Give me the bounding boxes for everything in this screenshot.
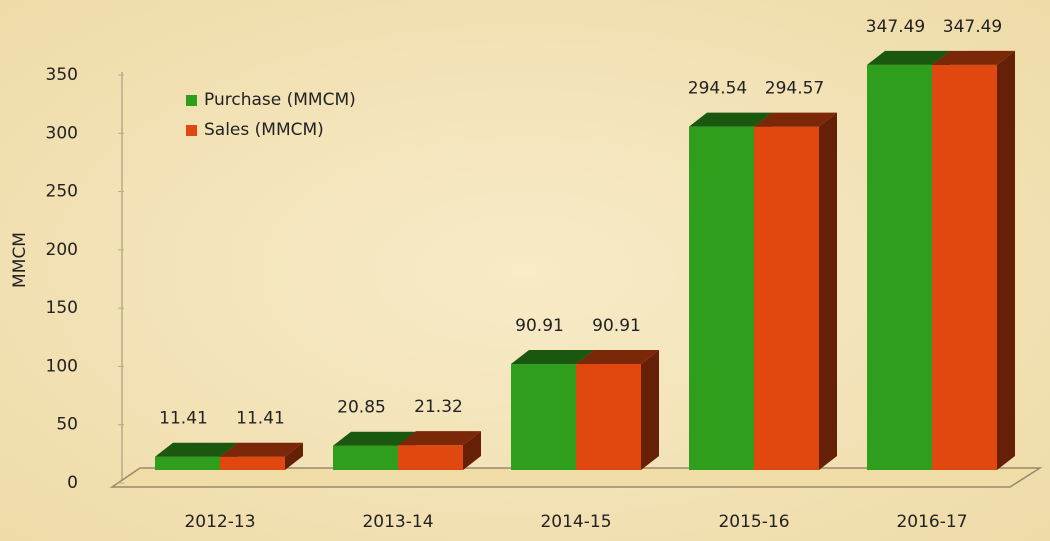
bar — [511, 364, 576, 470]
bar — [398, 445, 463, 470]
floor — [109, 467, 1043, 488]
bar-top — [511, 350, 594, 365]
y-tick-label: 250 — [46, 182, 78, 202]
value-label: 347.49 — [866, 17, 925, 37]
value-label: 21.32 — [414, 397, 463, 417]
bar-top — [689, 112, 772, 127]
value-label: 11.41 — [159, 409, 208, 429]
y-tick-label: 0 — [67, 473, 78, 493]
bar-top — [754, 112, 837, 127]
bar-side — [819, 112, 837, 470]
legend-label: Sales (MMCM) — [204, 120, 324, 140]
value-label: 11.41 — [236, 409, 285, 429]
bar — [932, 64, 997, 471]
bar — [220, 456, 285, 470]
value-label: 90.91 — [592, 316, 641, 336]
value-label: 347.49 — [943, 17, 1002, 37]
value-label: 294.54 — [688, 79, 747, 99]
y-tick-label: 50 — [56, 415, 78, 435]
bar — [576, 364, 641, 470]
bar-top — [333, 431, 416, 446]
bar-side — [285, 442, 303, 470]
bar-top — [932, 50, 1015, 65]
y-tick-label: 350 — [46, 65, 78, 85]
bar-side — [997, 50, 1015, 471]
bar-top — [220, 442, 303, 457]
bar — [333, 445, 398, 470]
x-tick-label: 2014-15 — [540, 512, 611, 532]
value-label: 90.91 — [515, 316, 564, 336]
bar-side — [463, 431, 481, 470]
y-tick-label: 150 — [46, 298, 78, 318]
y-tick-label: 200 — [46, 240, 78, 260]
y-tick-label: 300 — [46, 123, 78, 143]
bar — [754, 126, 819, 470]
bar-side — [641, 350, 659, 470]
value-label: 20.85 — [337, 398, 386, 418]
bar — [689, 126, 754, 470]
bar-top — [867, 50, 950, 65]
x-tick-label: 2015-16 — [718, 512, 789, 532]
y-axis-label: MMCM — [10, 232, 30, 288]
legend-swatch — [186, 125, 197, 136]
bar-top — [155, 442, 238, 457]
legend-label: Purchase (MMCM) — [204, 90, 356, 110]
bar-top — [576, 350, 659, 365]
x-tick-label: 2013-14 — [362, 512, 433, 532]
bar-top — [398, 431, 481, 446]
value-label: 294.57 — [765, 79, 824, 99]
bar — [867, 64, 932, 471]
bar — [155, 456, 220, 470]
x-tick-label: 2012-13 — [184, 512, 255, 532]
x-tick-label: 2016-17 — [896, 512, 967, 532]
legend-swatch — [186, 95, 197, 106]
y-tick-label: 100 — [46, 356, 78, 376]
